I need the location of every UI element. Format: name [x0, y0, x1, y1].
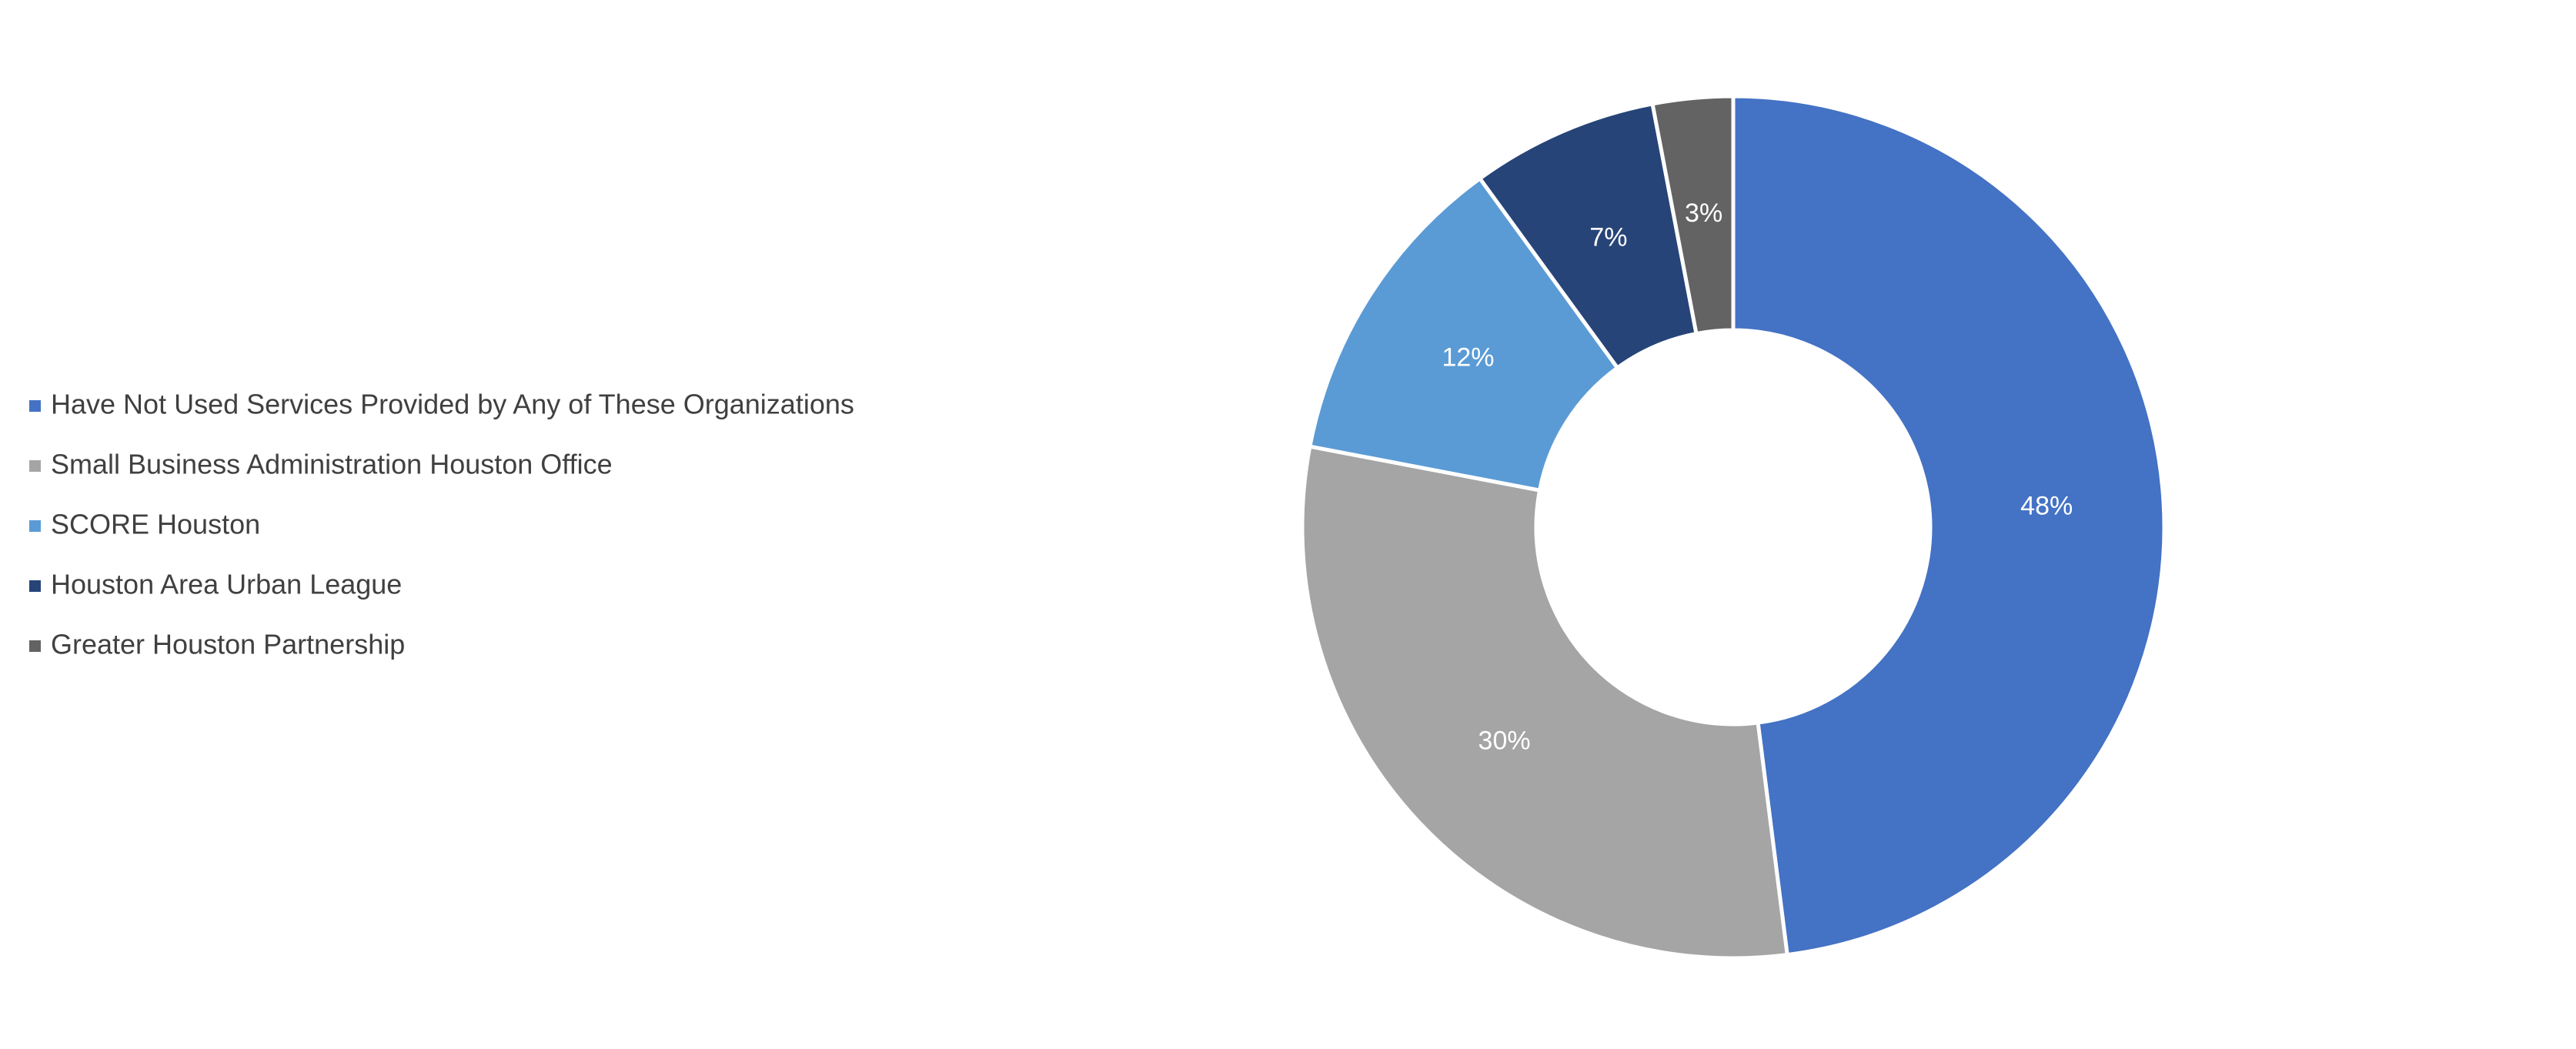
value-label: 48% [2020, 491, 2073, 520]
legend-marker [29, 460, 41, 472]
value-label: 30% [1478, 726, 1531, 755]
slice [1300, 444, 1789, 960]
slice [1731, 94, 2167, 957]
legend-text: Greater Houston Partnership [51, 629, 405, 660]
legend-marker [29, 580, 41, 592]
legend-marker [29, 400, 41, 412]
value-label: 7% [1589, 223, 1627, 252]
value-label: 12% [1442, 342, 1494, 372]
legend-text: SCORE Houston [51, 509, 260, 540]
legend-text: Small Business Administration Houston Of… [51, 449, 613, 480]
legend-marker [29, 640, 41, 652]
slice [1307, 175, 1621, 493]
slice [1650, 94, 1736, 336]
value-label: 3% [1685, 199, 1722, 228]
legend-text: Have Not Used Services Provided by Any o… [51, 389, 854, 420]
legend-marker [29, 520, 41, 532]
legend-text: Houston Area Urban League [51, 569, 402, 600]
